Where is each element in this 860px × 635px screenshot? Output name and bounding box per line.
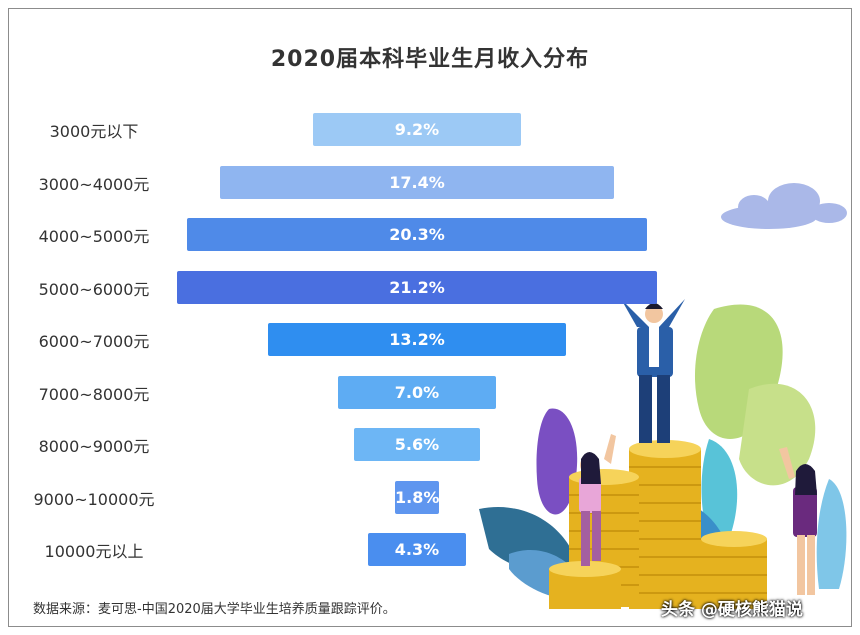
data-label: 4.3% — [394, 540, 440, 559]
woman-icon — [779, 447, 817, 595]
category-label: 9000~10000元 — [33, 489, 155, 509]
cloud-icon — [721, 183, 847, 229]
category-label: 3000元以下 — [49, 122, 139, 141]
data-label: 5.6% — [394, 435, 440, 454]
decoration-illustration — [479, 183, 847, 609]
bar: 20.3% — [187, 218, 647, 251]
category-label: 7000~8000元 — [38, 384, 150, 404]
category-label: 6000~7000元 — [38, 332, 150, 351]
woman-icon — [579, 434, 616, 566]
businessman-icon — [621, 299, 685, 443]
bar: 9.2% — [312, 113, 522, 146]
category-label: 5000~6000元 — [38, 279, 150, 299]
bar: 5.6% — [353, 428, 481, 461]
chart-frame: 2020届本科毕业生月收入分布 — [8, 8, 852, 627]
category-label: 10000元以上 — [44, 542, 144, 561]
source-note: 数据来源：麦可思-中国2020届大学毕业生培养质量跟踪评价。 — [33, 602, 396, 617]
bar: 1.8% — [395, 480, 440, 514]
bar: 4.3% — [368, 533, 466, 566]
leaf-icon — [479, 304, 847, 609]
data-label: 1.8% — [395, 487, 440, 507]
data-label: 21.2% — [389, 277, 445, 297]
data-label: 7.0% — [394, 382, 440, 402]
category-label: 3000~4000元 — [38, 174, 150, 194]
bar: 21.2% — [177, 270, 657, 304]
bar: 17.4% — [220, 165, 614, 199]
category-label: 8000~9000元 — [38, 437, 150, 456]
data-label: 17.4% — [389, 172, 445, 192]
category-label: 4000~5000元 — [38, 227, 150, 246]
data-label: 20.3% — [389, 225, 445, 244]
bar: 7.0% — [337, 375, 497, 409]
data-label: 13.2% — [389, 330, 445, 349]
data-label: 9.2% — [394, 120, 440, 139]
bar: 13.2% — [267, 323, 567, 356]
watermark: 头条 @硬核熊猫说 — [661, 600, 803, 620]
chart-title: 2020届本科毕业生月收入分布 — [270, 47, 590, 72]
